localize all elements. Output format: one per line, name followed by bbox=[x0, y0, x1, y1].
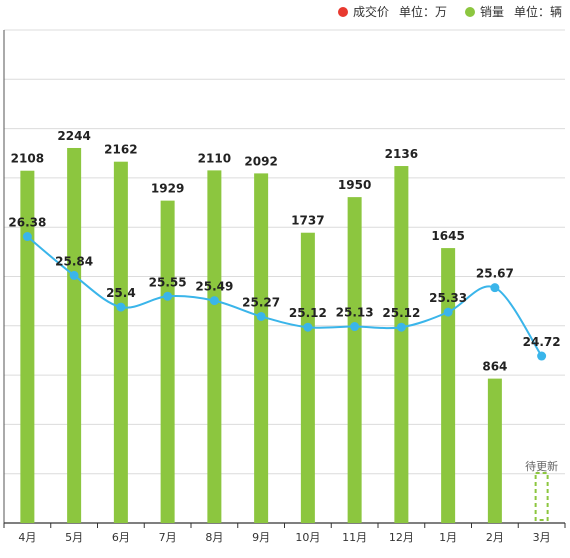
sales-bar bbox=[207, 170, 222, 524]
sales-data-label: 2110 bbox=[198, 151, 231, 165]
x-tick-label: 9月 bbox=[252, 531, 270, 544]
x-tick-label: 8月 bbox=[205, 531, 223, 544]
sales-data-label: 1929 bbox=[151, 182, 184, 196]
price-point bbox=[537, 351, 547, 361]
x-tick-label: 11月 bbox=[342, 531, 367, 544]
sales-data-label: 2162 bbox=[104, 143, 137, 157]
legend-sales-dot bbox=[464, 6, 475, 17]
x-tick-label: 7月 bbox=[159, 531, 177, 544]
legend-price-unit: 单位：万 bbox=[398, 5, 447, 19]
sales-data-label: 1737 bbox=[291, 214, 324, 228]
sales-bar bbox=[67, 147, 82, 523]
price-point bbox=[396, 322, 406, 332]
price-point bbox=[163, 291, 173, 301]
legend-item-sales[interactable]: 销量 单位：辆 bbox=[464, 3, 562, 20]
x-tick-label: 12月 bbox=[389, 531, 414, 544]
price-point bbox=[116, 302, 126, 312]
legend-price-dot bbox=[337, 6, 348, 17]
x-tick-label: 1月 bbox=[439, 531, 457, 544]
legend: 成交价 单位：万 销量 单位：辆 bbox=[320, 3, 562, 20]
legend-sales-unit: 单位：辆 bbox=[513, 5, 562, 19]
price-data-label: 24.72 bbox=[523, 335, 561, 349]
sales-bar bbox=[254, 173, 269, 523]
price-point bbox=[209, 296, 219, 306]
price-data-label: 25.12 bbox=[382, 306, 420, 320]
sales-data-label: 1950 bbox=[338, 178, 371, 192]
price-point bbox=[22, 232, 32, 242]
sales-data-label: 2108 bbox=[11, 152, 44, 166]
pending-label: 待更新 bbox=[525, 459, 558, 473]
price-data-label: 25.13 bbox=[336, 306, 374, 320]
price-data-label: 25.49 bbox=[195, 280, 233, 294]
price-point bbox=[350, 322, 360, 332]
legend-item-price[interactable]: 成交价 单位：万 bbox=[337, 3, 447, 20]
price-data-label: 25.4 bbox=[106, 286, 136, 300]
sales-data-label: 1645 bbox=[431, 229, 464, 243]
sales-data-label: 2136 bbox=[385, 147, 418, 161]
price-data-label: 26.38 bbox=[8, 216, 46, 230]
x-tick-label: 3月 bbox=[533, 531, 551, 544]
pending-bar bbox=[534, 472, 549, 521]
price-data-label: 25.55 bbox=[149, 275, 187, 289]
legend-price-label: 成交价 bbox=[352, 5, 389, 19]
sales-bar bbox=[441, 248, 456, 523]
x-tick-label: 10月 bbox=[295, 531, 320, 544]
price-data-label: 25.67 bbox=[476, 267, 514, 281]
price-point bbox=[256, 311, 266, 321]
sales-bar bbox=[160, 200, 175, 524]
sales-bar bbox=[20, 170, 35, 523]
sales-bar bbox=[487, 378, 502, 523]
price-point bbox=[443, 307, 453, 317]
price-data-label: 25.84 bbox=[55, 254, 93, 268]
sales-bar bbox=[394, 166, 409, 523]
sales-bar bbox=[300, 232, 315, 524]
sales-data-label: 864 bbox=[482, 360, 507, 374]
price-data-label: 25.27 bbox=[242, 295, 280, 309]
x-tick-label: 4月 bbox=[18, 531, 36, 544]
sales-data-label: 2092 bbox=[244, 154, 277, 168]
sales-bar bbox=[347, 197, 362, 523]
legend-sales-label: 销量 bbox=[479, 5, 504, 19]
sales-data-label: 2244 bbox=[57, 129, 90, 143]
x-tick-label: 2月 bbox=[486, 531, 504, 544]
sales-bar bbox=[113, 161, 128, 523]
x-tick-label: 5月 bbox=[65, 531, 83, 544]
price-point bbox=[69, 270, 79, 280]
price-data-label: 25.33 bbox=[429, 291, 467, 305]
x-tick-label: 6月 bbox=[112, 531, 130, 544]
price-point bbox=[490, 283, 500, 293]
price-point bbox=[303, 322, 313, 332]
price-data-label: 25.12 bbox=[289, 306, 327, 320]
